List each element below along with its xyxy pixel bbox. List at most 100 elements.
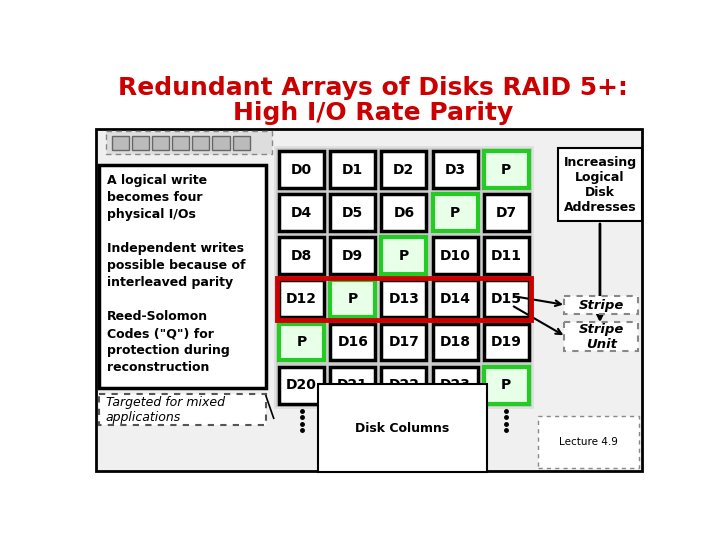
Bar (433, 280, 477, 318)
Text: D1: D1 (342, 163, 364, 177)
Bar (481, 320, 532, 363)
Bar (484, 151, 528, 188)
Bar (192, 136, 210, 150)
Bar (378, 234, 429, 278)
Bar (481, 363, 532, 407)
Text: P: P (399, 249, 409, 263)
Bar (382, 194, 426, 231)
Text: D3: D3 (444, 163, 466, 177)
Bar (378, 148, 429, 191)
Bar (433, 323, 477, 361)
Text: D11: D11 (490, 249, 522, 263)
Text: D20: D20 (286, 378, 317, 392)
Bar (99, 165, 266, 388)
Bar (327, 320, 378, 363)
Bar (433, 367, 477, 403)
Bar (233, 136, 250, 150)
Bar (564, 296, 638, 314)
Text: D6: D6 (393, 206, 415, 220)
Text: D8: D8 (291, 249, 312, 263)
Bar (112, 136, 129, 150)
Bar (378, 363, 429, 407)
Text: D5: D5 (342, 206, 364, 220)
Text: D18: D18 (439, 335, 471, 349)
Bar (279, 194, 324, 231)
Text: D19: D19 (491, 335, 521, 349)
Bar (433, 151, 477, 188)
Bar (382, 367, 426, 403)
Bar (279, 151, 324, 188)
Bar (429, 191, 481, 234)
Bar (327, 363, 378, 407)
Text: P: P (501, 378, 511, 392)
Text: P: P (501, 163, 511, 177)
Bar (484, 367, 528, 403)
Bar (276, 191, 327, 234)
Bar (481, 234, 532, 278)
Bar (279, 367, 324, 403)
Text: D15: D15 (490, 292, 522, 306)
Bar (564, 322, 638, 351)
Text: D7: D7 (495, 206, 517, 220)
Bar (429, 363, 481, 407)
Text: D16: D16 (337, 335, 368, 349)
Bar (433, 194, 477, 231)
Text: D14: D14 (439, 292, 471, 306)
Bar (382, 151, 426, 188)
Bar (276, 363, 327, 407)
Bar (433, 237, 477, 274)
Text: D4: D4 (291, 206, 312, 220)
Bar (279, 237, 324, 274)
Bar (279, 323, 324, 361)
Bar (382, 323, 426, 361)
Bar (327, 278, 378, 320)
Text: Stripe: Stripe (578, 299, 624, 312)
Text: D21: D21 (337, 378, 368, 392)
Bar (484, 323, 528, 361)
Bar (279, 280, 324, 318)
Text: A logical write
becomes four
physical I/Os

Independent writes
possible because : A logical write becomes four physical I/… (107, 174, 246, 374)
Bar (276, 234, 327, 278)
Bar (378, 278, 429, 320)
Bar (382, 280, 426, 318)
Text: P: P (348, 292, 358, 306)
Bar (330, 194, 375, 231)
Text: D12: D12 (286, 292, 317, 306)
Bar (378, 320, 429, 363)
Text: P: P (450, 206, 460, 220)
Text: D22: D22 (388, 378, 419, 392)
Text: D2: D2 (393, 163, 415, 177)
Bar (274, 146, 534, 409)
Text: Redundant Arrays of Disks RAID 5+:: Redundant Arrays of Disks RAID 5+: (118, 76, 628, 100)
Bar (481, 278, 532, 320)
Bar (327, 191, 378, 234)
Text: D17: D17 (388, 335, 419, 349)
Text: P: P (297, 335, 307, 349)
Bar (378, 191, 429, 234)
Text: D13: D13 (388, 292, 419, 306)
Text: Disk Columns: Disk Columns (355, 422, 449, 435)
Bar (330, 367, 375, 403)
Bar (484, 237, 528, 274)
Bar (484, 280, 528, 318)
Text: Lecture 4.9: Lecture 4.9 (559, 437, 618, 447)
Bar (330, 237, 375, 274)
Text: High I/O Rate Parity: High I/O Rate Parity (233, 100, 513, 125)
Bar (276, 148, 327, 191)
Bar (429, 234, 481, 278)
Bar (276, 320, 327, 363)
Bar (484, 194, 528, 231)
Bar (327, 148, 378, 191)
Bar (99, 394, 266, 425)
Text: D9: D9 (342, 249, 364, 263)
Bar (96, 129, 642, 471)
Bar (276, 278, 531, 320)
Text: D23: D23 (440, 378, 470, 392)
Text: Increasing
Logical
Disk
Addresses: Increasing Logical Disk Addresses (563, 156, 636, 213)
Bar (429, 278, 481, 320)
Bar (481, 191, 532, 234)
Bar (152, 136, 169, 150)
Bar (429, 148, 481, 191)
Bar (106, 131, 272, 154)
Bar (330, 151, 375, 188)
